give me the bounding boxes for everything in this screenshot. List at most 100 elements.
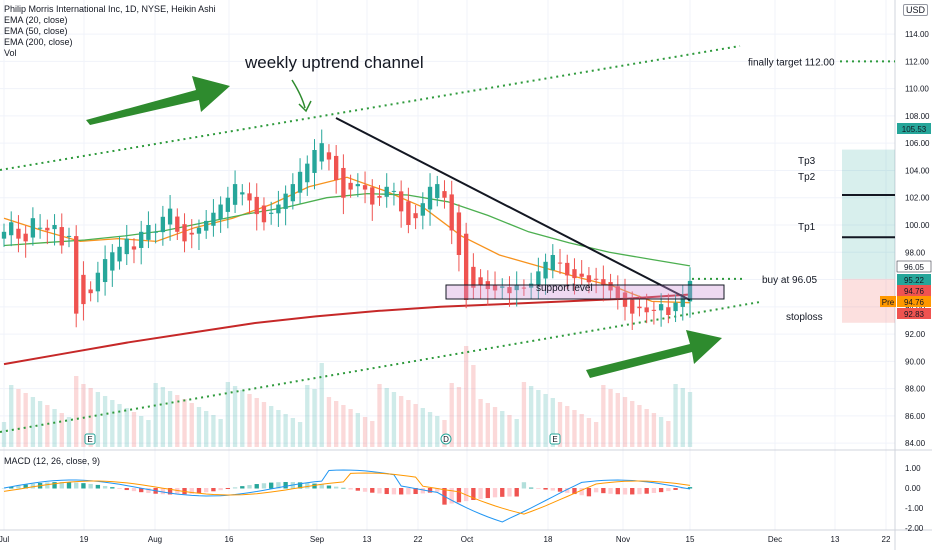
drawings[interactable]: weekly uptrend channel finally target 112… xyxy=(84,53,835,445)
candle-body-90 xyxy=(651,309,657,311)
arrow-up-left xyxy=(86,76,230,125)
candle-body-58 xyxy=(420,203,425,216)
volume-bar-70 xyxy=(507,415,512,447)
x-tick-0: Jul xyxy=(0,535,9,544)
macd-hist-4 xyxy=(30,483,36,489)
tp3-label: Tp3 xyxy=(798,156,816,167)
candle-body-70 xyxy=(507,287,512,294)
candle-body-2 xyxy=(16,228,21,239)
candle-body-26 xyxy=(189,232,194,235)
candle-body-76 xyxy=(550,255,555,271)
chart-legend: Philip Morris International Inc, 1D, NYS… xyxy=(4,4,216,59)
macd-hist-6 xyxy=(45,482,50,489)
volume-bar-31 xyxy=(225,382,231,447)
candle-body-49 xyxy=(355,184,360,187)
macd-hist-35 xyxy=(254,484,259,489)
volume-bar-13 xyxy=(95,392,101,447)
candle-body-88 xyxy=(637,306,642,309)
macd-tick-2: -1.00 xyxy=(905,504,924,513)
tp2-label: Tp2 xyxy=(798,172,816,183)
volume-bar-56 xyxy=(406,400,411,447)
volume-bar-54 xyxy=(391,392,397,447)
macd-hist-76 xyxy=(550,488,555,491)
macd-hist-86 xyxy=(622,488,628,495)
volume-bar-47 xyxy=(341,405,346,447)
candle-body-0 xyxy=(1,231,7,239)
axes: 84.0086.0088.0090.0092.0094.0096.0098.00… xyxy=(0,30,930,544)
candle-body-43 xyxy=(312,150,317,173)
candle-body-89 xyxy=(644,307,649,313)
volume-bar-8 xyxy=(59,413,64,447)
macd-hist-92 xyxy=(666,488,671,492)
macd-hist-49 xyxy=(355,488,360,491)
volume-bar-45 xyxy=(326,397,332,447)
candle-body-30 xyxy=(218,204,223,220)
volume-bar-36 xyxy=(261,402,267,447)
candle-body-72 xyxy=(521,287,527,289)
macd-hist-73 xyxy=(528,487,534,489)
volume-bar-16 xyxy=(117,404,122,447)
candle-body-62 xyxy=(449,194,454,231)
macd-hist-53 xyxy=(384,488,389,495)
macd-hist-52 xyxy=(377,488,382,494)
candle-body-27 xyxy=(196,227,202,234)
volume-bar-83 xyxy=(601,385,606,447)
y-tick-1: 86.00 xyxy=(905,412,926,421)
volume-bar-27 xyxy=(196,407,202,447)
volume-bar-26 xyxy=(189,403,194,447)
macd-hist-29 xyxy=(211,488,216,492)
chart-title: Philip Morris International Inc, 1D, NYS… xyxy=(4,4,216,14)
volume-bar-7 xyxy=(52,409,57,447)
candle-body-44 xyxy=(319,143,324,162)
candle-body-93 xyxy=(673,302,678,312)
candle-body-78 xyxy=(565,262,570,276)
volume-bar-63 xyxy=(456,387,462,447)
candle-body-35 xyxy=(254,196,259,215)
candle-body-92 xyxy=(666,307,671,315)
currency-badge[interactable]: USD xyxy=(903,4,929,16)
volume-bar-59 xyxy=(427,412,433,447)
volume-bar-95 xyxy=(687,392,693,447)
volume-bar-25 xyxy=(182,399,187,447)
macd-hist-71 xyxy=(514,488,519,497)
candle-body-54 xyxy=(391,190,397,192)
volume-bar-3 xyxy=(23,393,28,447)
x-tick-2: Aug xyxy=(148,535,162,544)
x-tick-1: 19 xyxy=(80,535,89,544)
macd-hist-90 xyxy=(651,488,657,494)
event-marker-text-2: E xyxy=(552,435,557,444)
volume-bar-90 xyxy=(651,413,657,447)
macd-hist-28 xyxy=(204,488,209,493)
candle-body-39 xyxy=(283,193,288,209)
volume-bar-80 xyxy=(579,414,584,447)
macd-hist-48 xyxy=(348,488,353,490)
macd-hist-50 xyxy=(362,488,368,492)
candle-body-79 xyxy=(572,269,577,279)
macd-hist-36 xyxy=(261,483,267,489)
volume-bar-38 xyxy=(276,410,281,447)
position-tool[interactable] xyxy=(842,149,895,323)
volume-bar-64 xyxy=(463,346,469,447)
volume-bar-81 xyxy=(586,418,592,447)
volume-bar-11 xyxy=(81,384,86,447)
candle-body-37 xyxy=(269,212,274,214)
x-tick-8: 18 xyxy=(544,535,553,544)
volume-bar-68 xyxy=(492,407,498,447)
macd-hist-47 xyxy=(341,487,346,489)
y-tick-14: 112.00 xyxy=(905,57,929,66)
macd-hist-87 xyxy=(630,488,635,495)
macd-hist-69 xyxy=(500,488,505,497)
candles xyxy=(1,129,693,330)
macd-hist-15 xyxy=(110,487,115,489)
candle-body-18 xyxy=(131,246,137,250)
volume-bar-17 xyxy=(124,408,129,447)
macd-hist-19 xyxy=(139,488,144,493)
volume-bars xyxy=(1,346,693,447)
volume-bar-89 xyxy=(644,409,649,447)
trend-channel[interactable] xyxy=(0,45,895,433)
candle-body-42 xyxy=(305,163,310,183)
arrow-small-head xyxy=(298,100,312,113)
volume-bar-55 xyxy=(398,396,404,447)
macd-hist-54 xyxy=(391,488,397,495)
